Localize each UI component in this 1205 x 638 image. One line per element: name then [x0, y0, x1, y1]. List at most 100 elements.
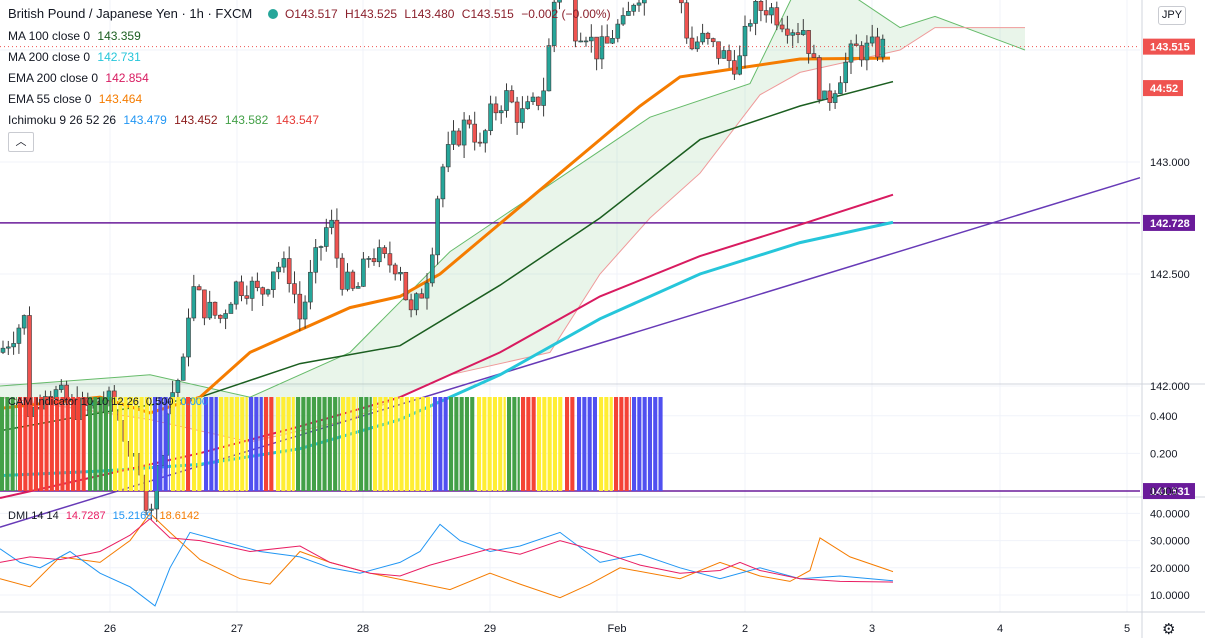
cam-bar [346, 397, 351, 491]
ema200-label: EMA 200 close 0 [8, 71, 99, 85]
candle-body [21, 315, 27, 329]
candle-body [345, 271, 350, 290]
ichimoku-legend[interactable]: Ichimoku 9 26 52 26 143.479 143.452 143.… [8, 113, 323, 127]
ohlc-high: H143.525 [345, 7, 398, 21]
candle-body [679, 0, 684, 4]
cam-bar [338, 397, 340, 491]
candle-body [175, 380, 181, 393]
ema55-legend[interactable]: EMA 55 close 0 143.464 [8, 92, 146, 106]
candle-body [329, 219, 334, 228]
cam-legend[interactable]: CAM Indicator 10 10 12 26 0.500 0.000 [8, 395, 212, 409]
candle-body [302, 301, 308, 320]
cam-bar [98, 397, 103, 491]
candle-body [880, 38, 886, 58]
cam-bar [647, 397, 652, 491]
candle-body [445, 144, 451, 168]
cam-bar [176, 397, 181, 491]
cam-bar [23, 397, 28, 491]
time-tick-label: 26 [104, 623, 116, 635]
cam-bar [624, 397, 629, 491]
candle-body [16, 327, 22, 344]
time-tick-label: 29 [484, 623, 496, 635]
cam-bar [28, 397, 33, 491]
cam-bar [168, 397, 170, 491]
ichimoku-span-b: 143.547 [275, 113, 320, 127]
candle-body [429, 254, 435, 284]
dmi-plus-value: 14.7287 [65, 510, 106, 522]
price-tick-label: 142.500 [1150, 269, 1190, 281]
cam-bar [565, 397, 570, 491]
ma100-legend[interactable]: MA 100 close 0 143.359 [8, 29, 145, 43]
ema200-legend[interactable]: EMA 200 close 0 142.854 [8, 71, 153, 85]
cam-bar [291, 397, 295, 491]
cam-bar [88, 397, 93, 491]
cam-bar [426, 397, 431, 491]
cam-bar [431, 397, 432, 491]
cam-bar [5, 397, 10, 491]
cam-bar [327, 397, 332, 491]
level-high-label: 142.728 [1150, 218, 1190, 230]
cam-bar [614, 397, 619, 491]
cam-bar [150, 397, 152, 491]
cam-bar [18, 397, 23, 491]
cam-bar [264, 397, 269, 491]
cam-bar [139, 397, 144, 491]
cam-bar [454, 397, 459, 491]
candle-body [292, 283, 297, 295]
cam-bar [599, 397, 604, 491]
cam-bar [214, 397, 218, 491]
market-status-icon[interactable] [267, 9, 278, 19]
candle-body [482, 130, 488, 144]
ma200-label: MA 200 close 0 [8, 50, 91, 64]
time-tick-label: 4 [997, 623, 1003, 635]
candle-body [186, 317, 191, 358]
candle-body [313, 247, 319, 273]
cam-bar [399, 397, 404, 491]
cam-bar [317, 397, 322, 491]
ichimoku-base: 143.452 [174, 113, 218, 127]
candle-body [546, 45, 552, 92]
cam-bar [369, 397, 372, 491]
symbol-legend: British Pound / Japanese Yen · 1h · FXCM… [8, 7, 615, 22]
candle-body [747, 23, 753, 27]
cam-bar [0, 397, 5, 491]
candle-body [440, 166, 446, 200]
candle-body [732, 60, 737, 75]
ma200-legend[interactable]: MA 200 close 0 142.731 [8, 50, 145, 64]
cam-bar [209, 397, 214, 491]
candle-body [779, 24, 785, 30]
level-low-label: 141.531 [1150, 486, 1190, 498]
candle-body [451, 130, 456, 145]
cam-bar [240, 397, 245, 491]
ohlc-low: L143.480 [404, 7, 455, 21]
dmi-legend[interactable]: DMI 14 14 14.7287 15.2169 18.6142 [8, 509, 203, 523]
candle-body [498, 110, 504, 114]
cam-bar [306, 397, 311, 491]
candle-body [493, 103, 499, 114]
dmi-label: DMI 14 14 [8, 510, 59, 522]
candle-body [180, 356, 186, 381]
cam-bar [296, 397, 301, 491]
candle-body [286, 258, 292, 284]
cam-bar [254, 397, 259, 491]
ichimoku-cloud [0, 0, 1025, 442]
cam-bar [373, 397, 378, 491]
candle-body [599, 36, 605, 60]
cam-bar [629, 397, 631, 491]
candle-body [790, 32, 796, 36]
candle-body [583, 40, 589, 43]
currency-button[interactable]: JPY [1158, 6, 1186, 25]
cam-bar [60, 397, 65, 491]
candle-body [530, 96, 536, 102]
candle-body [472, 123, 478, 143]
candle-body [371, 258, 377, 263]
gear-icon[interactable]: ⚙ [1162, 621, 1176, 638]
candle-body [859, 45, 864, 61]
collapse-legend-button[interactable]: ︿ [8, 132, 34, 152]
candle-body [196, 286, 202, 291]
dmi-tick-label: 10.0000 [1150, 590, 1190, 602]
candle-body [557, 0, 562, 3]
ohlc-open: O143.517 [284, 7, 338, 21]
candle-body [800, 30, 806, 35]
